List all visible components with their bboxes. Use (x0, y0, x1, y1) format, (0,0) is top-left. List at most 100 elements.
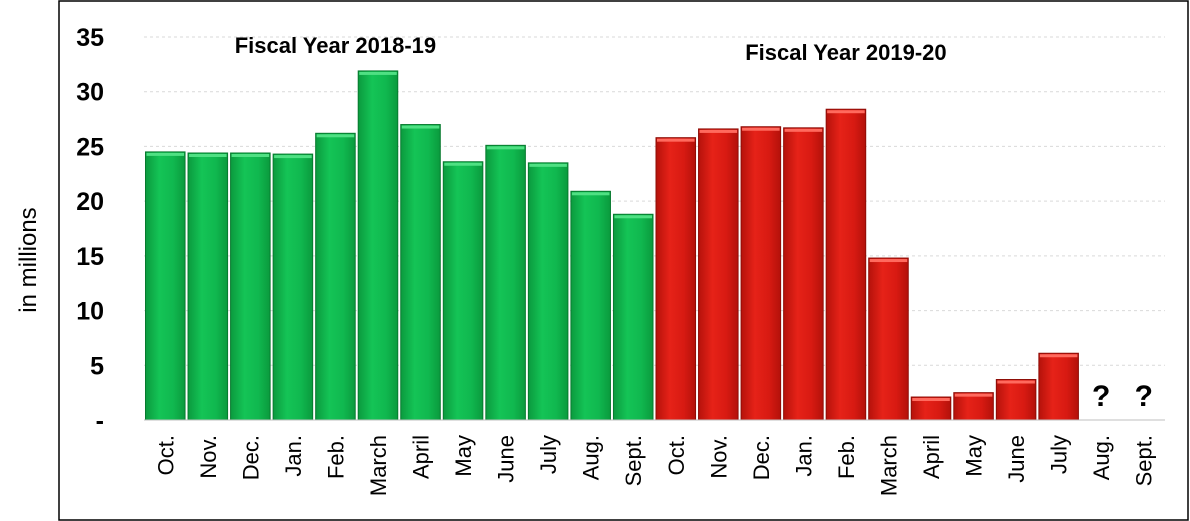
bar-body (442, 161, 484, 421)
x-tick-label: Nov. (706, 435, 731, 479)
bars (145, 70, 1079, 421)
x-tick-label: Aug. (1089, 435, 1114, 480)
x-tick-label: Oct. (664, 435, 689, 475)
x-tick-label: July (1047, 435, 1072, 474)
x-tick-label: March (876, 435, 901, 496)
bar-highlight (189, 153, 227, 157)
x-tick-label: Dec. (238, 435, 263, 480)
bar-highlight (869, 259, 908, 263)
bar (485, 144, 526, 421)
bar (187, 152, 229, 421)
bar-highlight (486, 146, 525, 150)
bar (953, 392, 994, 421)
x-tick-label: April (919, 435, 944, 479)
x-tick-label: Nov. (196, 435, 221, 479)
bar-highlight (231, 153, 270, 157)
bar-highlight (614, 215, 652, 219)
x-tick-label: Feb. (834, 435, 859, 479)
bar-body (400, 124, 441, 421)
bar-highlight (529, 163, 567, 167)
bar-body (230, 152, 271, 421)
fiscal-year-annotation: Fiscal Year 2019-20 (745, 40, 946, 65)
bar (910, 396, 952, 421)
bar-highlight (401, 125, 440, 129)
bar (655, 137, 697, 421)
bar-body (357, 70, 399, 421)
gridlines (144, 36, 1165, 366)
bar-body (145, 151, 186, 421)
x-tick-label: Oct. (153, 435, 178, 475)
y-tick-label: 30 (76, 79, 104, 107)
bar-body (272, 153, 314, 421)
bar-body (740, 126, 782, 421)
bar (868, 257, 909, 421)
fiscal-year-annotation: Fiscal Year 2018-19 (235, 33, 436, 58)
bar (527, 162, 569, 421)
y-tick-label: 5 (90, 352, 104, 380)
y-tick-label: 10 (76, 298, 104, 326)
bar-body (570, 190, 611, 421)
bar-body (995, 379, 1037, 421)
bar-highlight (954, 393, 993, 397)
bar-highlight (997, 380, 1035, 384)
x-tick-label: May (451, 435, 476, 477)
bar-body (527, 162, 569, 421)
bar (783, 127, 824, 421)
bar (442, 161, 484, 421)
bar-highlight (316, 134, 355, 138)
x-tick-label: Jan. (281, 435, 306, 477)
bar (315, 132, 356, 421)
bar (272, 153, 314, 421)
bar-highlight (571, 192, 610, 196)
x-tick-label: Jan. (791, 435, 816, 477)
x-tick-label: May (962, 435, 987, 477)
x-tick-label: April (409, 435, 434, 479)
y-axis: - 5 10 15 20 25 30 35 (76, 24, 104, 435)
bar-body (655, 137, 697, 421)
x-tick-label: Aug. (579, 435, 604, 480)
x-tick-label: June (1004, 435, 1029, 483)
bar-body (698, 128, 739, 421)
bar-body (315, 132, 356, 421)
bar-body (953, 392, 994, 421)
bar-highlight (359, 71, 397, 75)
bar-body (612, 213, 654, 421)
bar (612, 213, 654, 421)
bar-highlight (274, 155, 312, 159)
bar-body (187, 152, 229, 421)
bar-highlight (784, 128, 823, 132)
bar-highlight (444, 162, 482, 166)
x-tick-label: Feb. (323, 435, 348, 479)
x-tick-label: Sept. (621, 435, 646, 486)
bar-highlight (1039, 354, 1078, 358)
bar (570, 190, 611, 421)
x-tick-label: March (366, 435, 391, 496)
bar (698, 128, 739, 421)
bar-highlight (742, 127, 780, 131)
bar (357, 70, 399, 421)
x-tick-label: Sept. (1132, 435, 1157, 486)
x-axis: Oct. Nov. Dec. Jan. Feb. March April May June Jul… (144, 419, 1165, 496)
bar-highlight (146, 152, 185, 156)
bar-highlight (699, 129, 738, 133)
x-tick-label: July (536, 435, 561, 474)
y-tick-label: 35 (76, 24, 104, 52)
annotations: Fiscal Year 2018-19 Fiscal Year 2019-20?? (235, 33, 1153, 413)
x-tick-label: June (494, 435, 519, 483)
bar-body (868, 257, 909, 421)
question-mark-annotation: ? (1135, 380, 1153, 413)
y-axis-label: in millions (15, 207, 42, 312)
bar-highlight (912, 398, 950, 402)
y-tick-label: - (96, 407, 104, 435)
bar (230, 152, 271, 421)
bar (400, 124, 441, 421)
question-mark-annotation: ? (1092, 380, 1110, 413)
y-tick-label: 20 (76, 188, 104, 216)
bar-body (1038, 352, 1079, 421)
bar-body (783, 127, 824, 421)
bar-body (825, 108, 867, 421)
bar (145, 151, 186, 421)
bar-highlight (657, 138, 695, 142)
bar (825, 108, 867, 421)
y-tick-label: 25 (76, 133, 104, 161)
